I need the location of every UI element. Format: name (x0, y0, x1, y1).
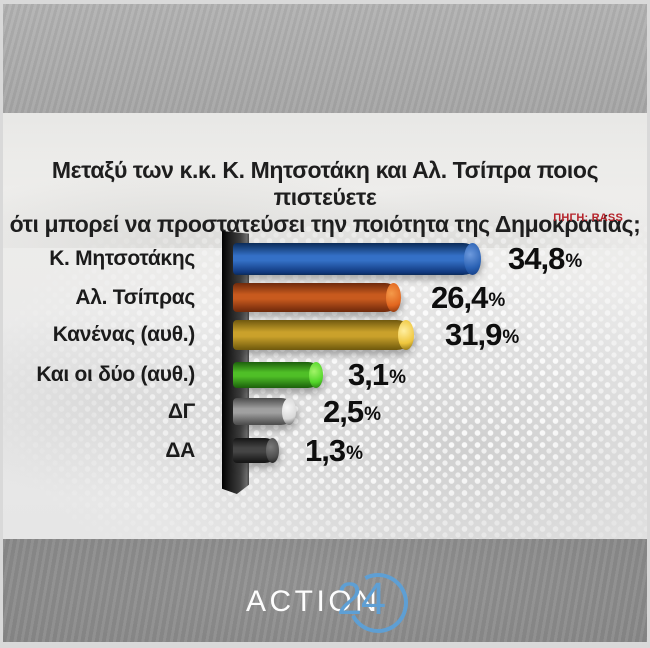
bar-row: Και οι δύο (αυθ.) 3,1% (3, 357, 647, 392)
bar-end-cap (266, 438, 279, 463)
top-concrete-band (3, 4, 647, 113)
value-label: 26,4% (431, 280, 506, 315)
bar-row: Αλ. Τσίπρας 26,4% (3, 280, 647, 315)
source-label: ΠΗΓΗ: RASS (553, 212, 623, 224)
bottom-edge-strip (0, 642, 650, 648)
category-label: Κανένας (αυθ.) (52, 323, 196, 346)
value-label: 31,9% (445, 317, 520, 352)
category-label: ΔΓ (167, 399, 195, 423)
bar (233, 243, 481, 275)
category-label: Και οι δύο (αυθ.) (36, 363, 195, 386)
category-label: ΔΑ (165, 438, 195, 462)
bar-row: ΔΓ 2,5% (3, 394, 647, 429)
bar (233, 398, 296, 425)
value-label: 2,5% (323, 394, 382, 429)
value-number: 34,8 (508, 241, 565, 276)
value-label: 34,8% (508, 241, 583, 276)
footer-band: ACTION 24 (3, 539, 647, 642)
bar (233, 362, 323, 388)
value-label: 3,1% (348, 357, 407, 392)
bar-end-cap (398, 320, 414, 350)
bar-row: Κανένας (αυθ.) 31,9% (3, 317, 647, 352)
bar-row: ΔΑ 1,3% (3, 433, 647, 468)
percent-sign: % (346, 442, 364, 464)
value-number: 2,5 (323, 393, 364, 429)
bar (233, 320, 414, 350)
bar (233, 438, 279, 463)
value-number: 1,3 (305, 432, 346, 468)
value-number: 31,9 (445, 317, 502, 352)
chart-title: Μεταξύ των κ.κ. Κ. Μητσοτάκη και Αλ. Τσί… (3, 157, 647, 238)
bar-row: Κ. Μητσοτάκης 34,8% (3, 241, 647, 276)
percent-sign: % (364, 403, 382, 425)
action24-logo-number: 24 (337, 573, 386, 624)
chart-title-line1: Μεταξύ των κ.κ. Κ. Μητσοτάκη και Αλ. Τσί… (51, 157, 599, 210)
bar (233, 283, 401, 312)
percent-sign: % (502, 327, 520, 348)
percent-sign: % (565, 251, 583, 272)
value-number: 26,4 (431, 279, 488, 315)
bar-end-cap (464, 243, 481, 275)
value-label: 1,3% (305, 433, 364, 468)
percent-sign: % (488, 289, 506, 311)
percent-sign: % (389, 367, 407, 388)
action24-logo-text: ACTION (246, 585, 381, 618)
bar-end-cap (309, 362, 323, 388)
category-label: Αλ. Τσίπρας (75, 285, 195, 309)
chart-title-line2: ότι μπορεί να προστατεύσει την ποιότητα … (9, 211, 641, 237)
chart-panel: Μεταξύ των κ.κ. Κ. Μητσοτάκη και Αλ. Τσί… (3, 113, 647, 539)
bar-end-cap (386, 283, 401, 312)
category-label: Κ. Μητσοτάκης (49, 247, 195, 270)
value-number: 3,1 (348, 357, 389, 392)
bar-end-cap (282, 398, 296, 425)
